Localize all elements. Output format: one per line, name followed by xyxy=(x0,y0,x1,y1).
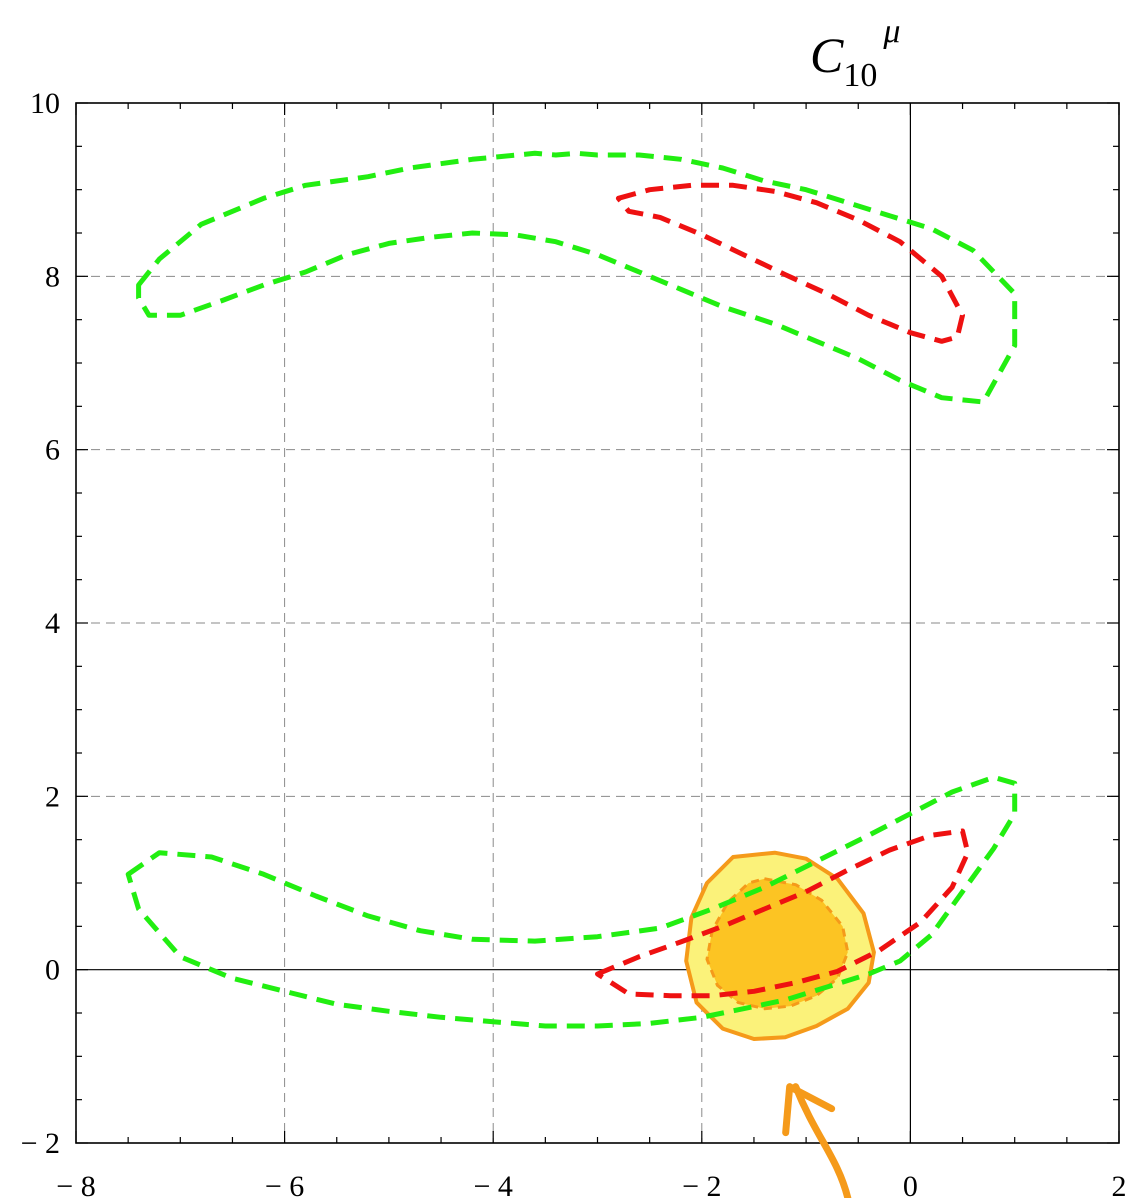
y-tick-label: − 2 xyxy=(21,1127,60,1160)
title-subscript: 10 xyxy=(843,57,877,94)
title-superscript: μ xyxy=(882,13,900,50)
tick-labels: − 8 − 6 − 4 − 2 0 2 − 2 0 2 4 6 8 10 xyxy=(21,87,1127,1198)
y-tick-label: 6 xyxy=(45,434,60,467)
x-tick-label: 0 xyxy=(903,1170,918,1198)
x-tick-label: − 6 xyxy=(265,1170,304,1198)
y-tick-label: 8 xyxy=(45,260,60,293)
x-tick-label: − 2 xyxy=(682,1170,721,1198)
zero-axes xyxy=(76,103,1119,1143)
grid xyxy=(76,103,1119,1143)
y-tick-label: 2 xyxy=(45,780,60,813)
arrow-shaft xyxy=(792,1083,852,1198)
chart-title: C10μ xyxy=(810,13,900,94)
red-contour xyxy=(615,182,965,344)
y-tick-label: 10 xyxy=(30,87,60,120)
x-tick-label: − 8 xyxy=(56,1170,95,1198)
y-tick-label: 4 xyxy=(45,607,60,640)
contour-lines xyxy=(125,150,1018,1029)
green-contour xyxy=(136,150,1018,405)
red-contour xyxy=(595,828,971,999)
y-tick-label: 0 xyxy=(45,954,60,987)
title-base: C xyxy=(810,27,844,83)
arrow-head xyxy=(782,1083,836,1137)
x-tick-label: − 4 xyxy=(473,1170,512,1198)
green-contour xyxy=(125,774,1018,1029)
x-tick-label: 2 xyxy=(1112,1170,1127,1198)
ticks xyxy=(75,102,1120,1144)
annotation-arrow xyxy=(782,1083,852,1198)
